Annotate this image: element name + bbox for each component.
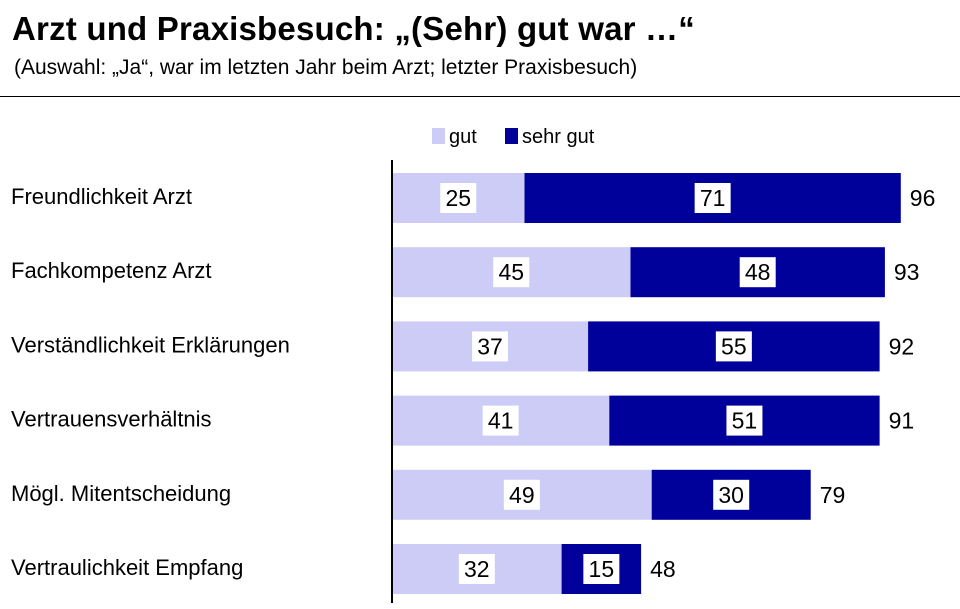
bars-group: Freundlichkeit Arzt 25 71 96 Fachkompetenz A… bbox=[11, 173, 935, 594]
value-label-box bbox=[694, 183, 731, 213]
category-label: Mögl. Mitentscheidung bbox=[11, 481, 231, 506]
value-label: 71 bbox=[700, 185, 726, 211]
category-label: Freundlichkeit Arzt bbox=[11, 184, 192, 209]
value-label: 30 bbox=[718, 482, 744, 508]
legend-label-gut: gut bbox=[449, 126, 477, 148]
value-label: 25 bbox=[445, 185, 471, 211]
header-divider bbox=[0, 96, 960, 97]
total-label: 93 bbox=[894, 259, 920, 285]
chart-subtitle: (Auswahl: „Ja“, war im letzten Jahr beim… bbox=[14, 56, 638, 79]
value-label: 41 bbox=[488, 408, 514, 434]
total-label: 48 bbox=[650, 556, 676, 582]
value-label: 15 bbox=[589, 556, 615, 582]
value-label: 48 bbox=[745, 259, 771, 285]
total-label: 92 bbox=[889, 333, 915, 359]
value-label-box bbox=[726, 405, 763, 436]
value-label-box bbox=[493, 257, 530, 288]
value-label: 45 bbox=[498, 259, 524, 285]
legend-swatch-sehr-gut bbox=[505, 128, 518, 144]
value-label-box bbox=[713, 479, 750, 510]
value-label: 37 bbox=[477, 333, 503, 359]
category-label: Vertrauensverhältnis bbox=[11, 407, 212, 432]
value-label-box bbox=[472, 331, 509, 362]
legend-swatch-gut bbox=[432, 128, 445, 144]
legend: gut sehr gut bbox=[432, 126, 595, 148]
value-label: 32 bbox=[464, 556, 490, 582]
category-label: Fachkompetenz Arzt bbox=[11, 258, 212, 283]
value-label-box bbox=[458, 554, 495, 584]
value-label-box bbox=[739, 257, 776, 288]
legend-label-sehr-gut: sehr gut bbox=[522, 126, 595, 148]
total-label: 79 bbox=[820, 482, 846, 508]
total-label: 91 bbox=[889, 408, 915, 434]
value-label-box bbox=[440, 183, 477, 213]
value-label-box bbox=[583, 554, 620, 584]
category-label: Vertraulichkeit Empfang bbox=[11, 555, 243, 580]
value-label-box bbox=[715, 331, 752, 362]
value-label: 49 bbox=[509, 482, 535, 508]
category-label: Verständlichkeit Erklärungen bbox=[11, 332, 290, 357]
chart-title: Arzt und Praxisbesuch: „(Sehr) gut war …… bbox=[12, 10, 695, 47]
value-label: 55 bbox=[721, 333, 747, 359]
value-label: 51 bbox=[732, 408, 758, 434]
value-label-box bbox=[482, 405, 519, 436]
value-label-box bbox=[503, 479, 540, 510]
total-label: 96 bbox=[910, 185, 936, 211]
